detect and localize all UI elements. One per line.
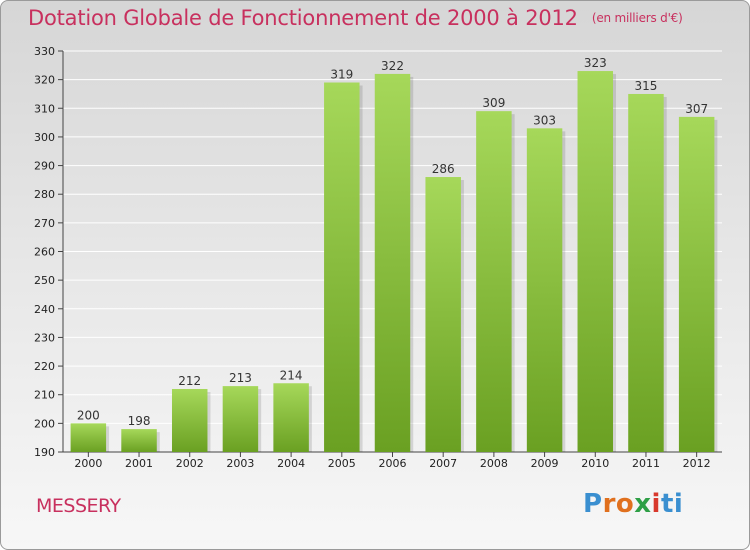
y-tick-label: 250 <box>34 274 55 287</box>
chart-title: Dotation Globale de Fonctionnement de 20… <box>28 6 683 30</box>
chart-title-text: Dotation Globale de Fonctionnement de 20… <box>28 6 578 30</box>
x-tick-label: 2012 <box>683 457 711 470</box>
bar <box>222 386 259 452</box>
x-tick-label: 2001 <box>125 457 153 470</box>
y-tick-label: 260 <box>34 246 55 259</box>
bar <box>70 423 107 452</box>
y-tick-label: 320 <box>34 74 55 87</box>
bar-value-label: 315 <box>635 79 658 93</box>
x-tick-label: 2004 <box>277 457 305 470</box>
bar-value-label: 286 <box>432 162 455 176</box>
y-tick-label: 240 <box>34 303 55 316</box>
bar <box>678 116 715 452</box>
y-tick-label: 280 <box>34 188 55 201</box>
bar-value-label: 212 <box>178 374 201 388</box>
y-tick-label: 310 <box>34 102 55 115</box>
chart-subtitle: (en milliers d'€) <box>591 11 683 25</box>
x-tick-label: 2009 <box>531 457 559 470</box>
bar <box>628 93 664 452</box>
bar-value-label: 303 <box>533 113 556 127</box>
bar <box>324 82 360 452</box>
bar <box>425 177 461 452</box>
y-tick-label: 300 <box>34 131 55 144</box>
bar-value-label: 322 <box>381 59 404 73</box>
x-tick-label: 2000 <box>74 457 102 470</box>
x-tick-label: 2008 <box>480 457 508 470</box>
bar-value-label: 213 <box>229 371 252 385</box>
y-tick-label: 190 <box>34 446 55 459</box>
bar <box>121 429 157 452</box>
y-tick-label: 290 <box>34 160 55 173</box>
x-tick-label: 2005 <box>328 457 356 470</box>
bar-value-label: 323 <box>584 56 607 70</box>
proxiti-logo: Proxiti <box>583 489 684 519</box>
bar-value-label: 198 <box>128 414 151 428</box>
y-tick-label: 220 <box>34 360 55 373</box>
y-tick-label: 330 <box>34 45 55 58</box>
x-tick-label: 2010 <box>581 457 609 470</box>
bar <box>577 71 614 453</box>
bar-value-label: 214 <box>280 368 303 382</box>
x-tick-label: 2003 <box>226 457 254 470</box>
y-tick-label: 210 <box>34 389 55 402</box>
bar <box>476 111 512 453</box>
x-tick-label: 2007 <box>429 457 457 470</box>
bar <box>171 388 208 452</box>
bar-value-label: 200 <box>77 408 100 422</box>
y-tick-label: 270 <box>34 217 55 230</box>
bar-value-label: 307 <box>685 102 708 116</box>
bar <box>374 73 411 453</box>
commune-name: MESSERY <box>36 495 121 517</box>
x-tick-label: 2002 <box>176 457 204 470</box>
y-tick-label: 200 <box>34 417 55 430</box>
x-tick-label: 2011 <box>632 457 660 470</box>
bar <box>273 383 309 452</box>
y-tick-label: 230 <box>34 331 55 344</box>
bar <box>526 128 563 452</box>
bar-value-label: 309 <box>482 96 505 110</box>
x-tick-label: 2006 <box>379 457 407 470</box>
bar-value-label: 319 <box>330 68 353 82</box>
